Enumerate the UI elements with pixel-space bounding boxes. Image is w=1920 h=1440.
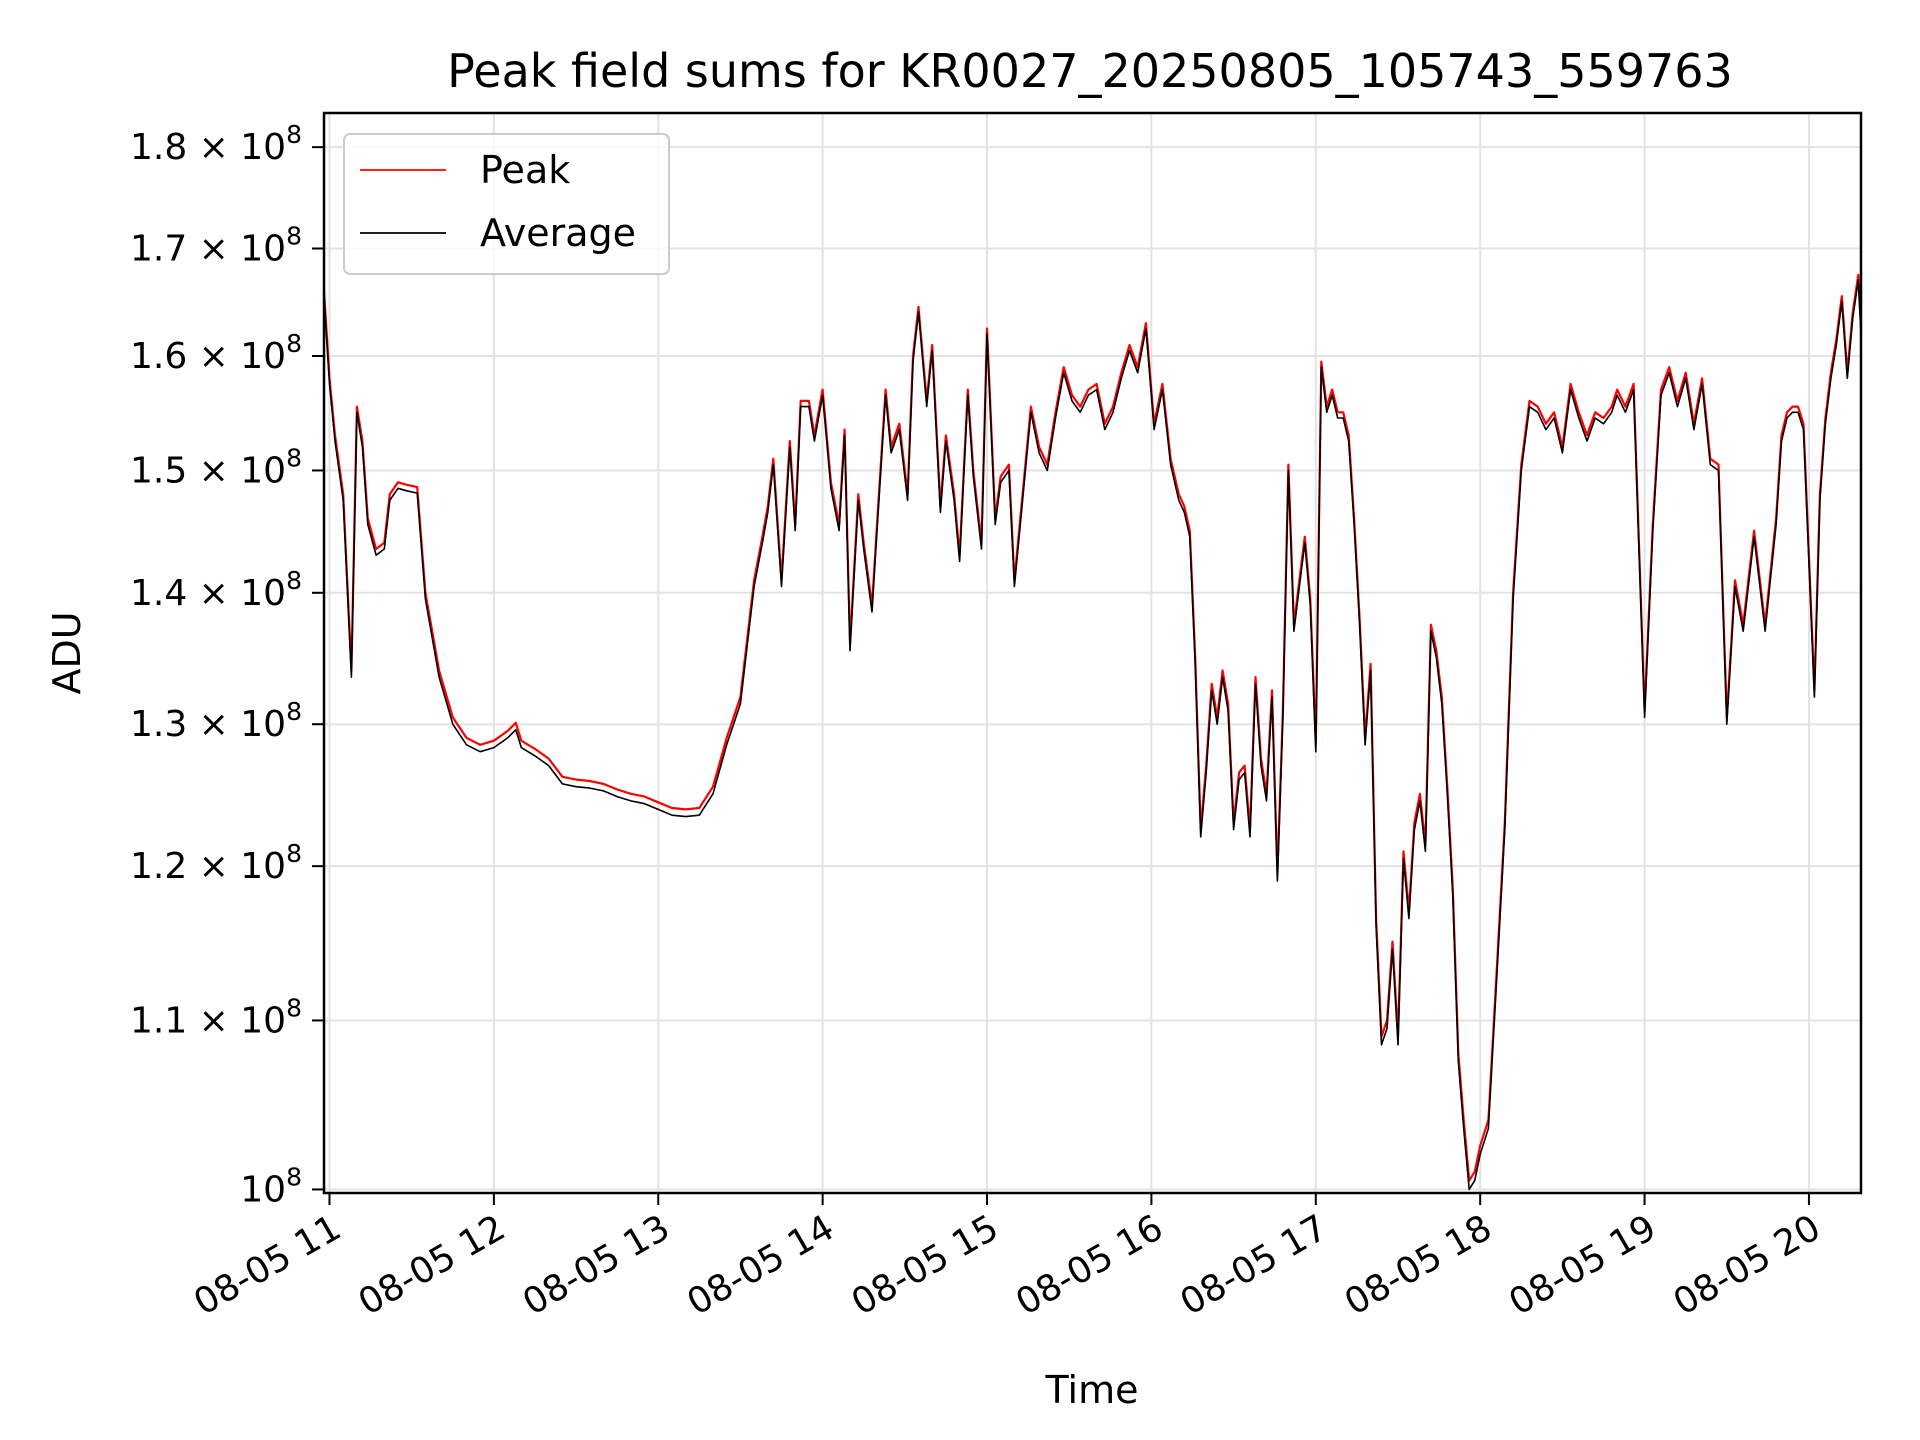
y-tick-label: 108 [240, 1162, 302, 1210]
y-tick-label: 1.3 × 108 [130, 697, 302, 745]
x-tick-label: 08-05 17 [1174, 1207, 1335, 1323]
y-tick-label: 1.1 × 108 [130, 993, 302, 1041]
y-tick-label: 1.7 × 108 [130, 222, 302, 270]
legend-peak-label: Peak [480, 148, 570, 192]
x-tick-label: 08-05 15 [845, 1207, 1006, 1323]
x-tick-label: 08-05 12 [352, 1207, 513, 1323]
x-axis-label: Time [1045, 1368, 1139, 1412]
legend-box [343, 133, 670, 275]
y-axis: 108 1.1 × 108 1.2 × 108 1.3 × 108 1.4 × 108 1… [130, 120, 324, 1210]
chart-title: Peak field sums for KR0027_20250805_1057… [447, 44, 1733, 98]
grid [324, 113, 1861, 1193]
y-tick-label: 1.8 × 108 [130, 120, 302, 168]
x-tick-label: 08-05 14 [680, 1207, 841, 1323]
y-tick-label: 1.4 × 108 [130, 566, 302, 614]
x-axis: 08-05 11 08-05 12 08-05 13 08-05 14 08-05 15… [187, 1193, 1827, 1324]
series-line-average [323, 279, 1862, 1191]
y-tick-label: 1.5 × 108 [130, 443, 302, 491]
x-tick-label: 08-05 16 [1009, 1207, 1170, 1323]
x-tick-label: 08-05 19 [1502, 1207, 1663, 1323]
legend-average-label: Average [480, 211, 636, 255]
y-tick-label: 1.2 × 108 [130, 839, 302, 887]
x-tick-label: 08-05 11 [187, 1207, 348, 1323]
series-line-peak [322, 273, 1863, 1182]
y-tick-label: 1.6 × 108 [130, 329, 302, 377]
plot-frame [322, 111, 1863, 1195]
y-axis-label: ADU [45, 611, 89, 694]
x-tick-label: 08-05 20 [1667, 1207, 1828, 1323]
x-tick-label: 08-05 18 [1338, 1207, 1499, 1323]
series-layer [322, 273, 1863, 1191]
legend: Peak Average [343, 133, 670, 275]
x-tick-label: 08-05 13 [516, 1207, 677, 1323]
